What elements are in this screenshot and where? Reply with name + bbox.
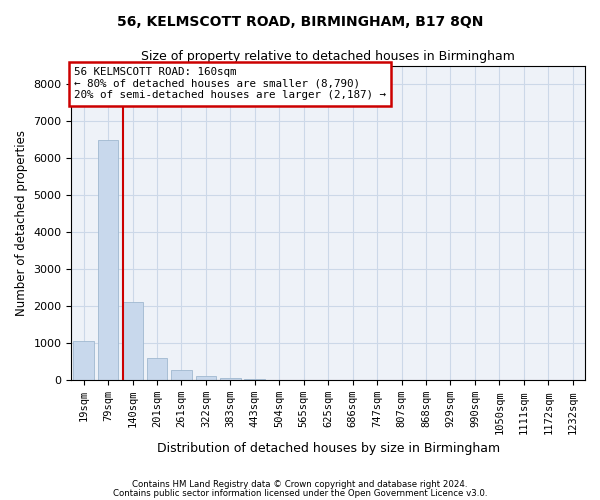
Bar bbox=[122, 302, 143, 380]
Text: Contains HM Land Registry data © Crown copyright and database right 2024.: Contains HM Land Registry data © Crown c… bbox=[132, 480, 468, 489]
Text: 56, KELMSCOTT ROAD, BIRMINGHAM, B17 8QN: 56, KELMSCOTT ROAD, BIRMINGHAM, B17 8QN bbox=[117, 15, 483, 29]
Bar bbox=[220, 378, 241, 380]
X-axis label: Distribution of detached houses by size in Birmingham: Distribution of detached houses by size … bbox=[157, 442, 500, 455]
Text: 56 KELMSCOTT ROAD: 160sqm
← 80% of detached houses are smaller (8,790)
20% of se: 56 KELMSCOTT ROAD: 160sqm ← 80% of detac… bbox=[74, 67, 386, 100]
Bar bbox=[196, 376, 217, 380]
Bar bbox=[171, 370, 192, 380]
Bar bbox=[98, 140, 118, 380]
Y-axis label: Number of detached properties: Number of detached properties bbox=[15, 130, 28, 316]
Title: Size of property relative to detached houses in Birmingham: Size of property relative to detached ho… bbox=[141, 50, 515, 63]
Text: Contains public sector information licensed under the Open Government Licence v3: Contains public sector information licen… bbox=[113, 488, 487, 498]
Bar bbox=[73, 342, 94, 380]
Bar bbox=[146, 358, 167, 380]
Bar bbox=[244, 379, 265, 380]
